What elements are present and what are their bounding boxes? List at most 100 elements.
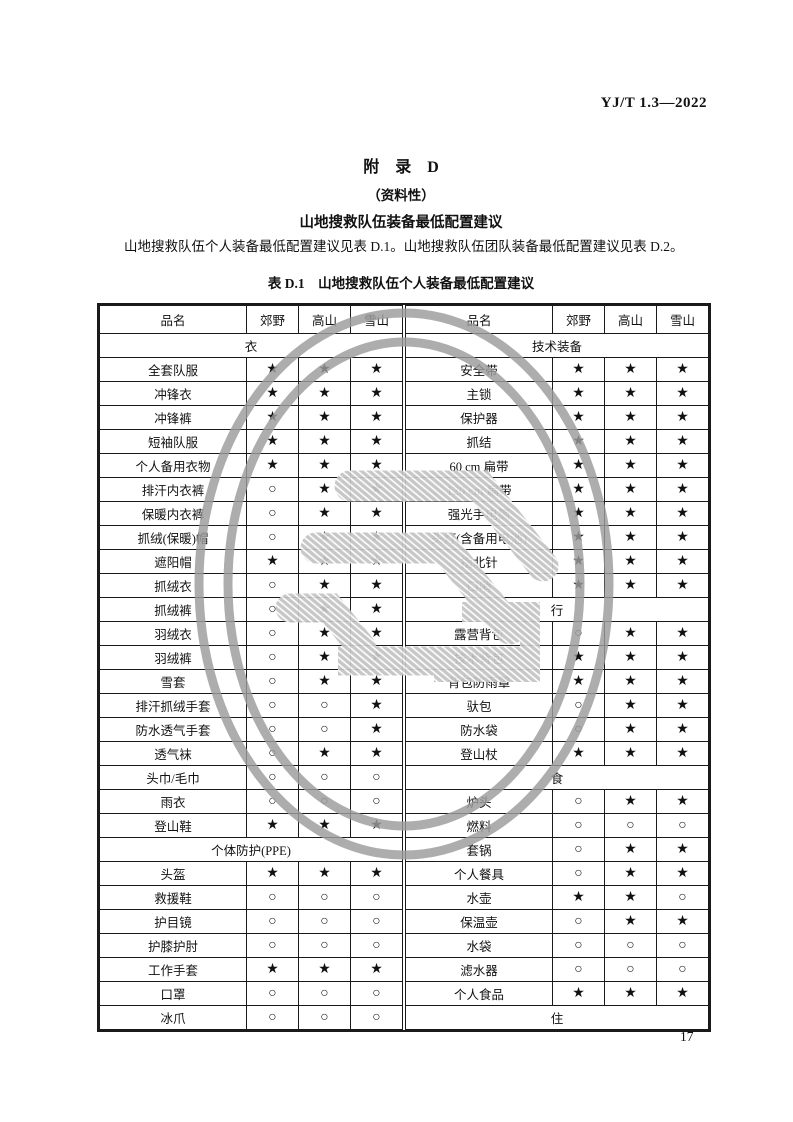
required-mark: ★ xyxy=(604,861,657,886)
intro-paragraph: 山地搜救队伍个人装备最低配置建议见表 D.1。山地搜救队伍团队装备最低配置建议见… xyxy=(124,239,684,254)
section-label: 行 xyxy=(405,597,709,622)
col-header-terrain: 郊野 xyxy=(246,305,299,334)
section-label: 食 xyxy=(405,765,709,790)
required-mark: ★ xyxy=(298,669,351,694)
required-mark: ★ xyxy=(350,381,403,406)
section-row: 技术装备 xyxy=(405,333,709,358)
table-row: 雨衣 ○ ○ ○ xyxy=(99,789,403,814)
equipment-table-right: 品名 郊野 高山 雪山 技术装备 安全带 ★ ★ ★ 主锁 ★ ★ ★ 保护器 ★ ★ ★ 抓结 ★ ★ ★ 60 cm … xyxy=(405,305,709,1030)
optional-mark: ○ xyxy=(350,1005,403,1030)
item-name: 个人食品 xyxy=(405,981,553,1006)
optional-mark: ○ xyxy=(246,669,299,694)
table-row: 冲锋衣 ★ ★ ★ xyxy=(99,381,403,406)
item-name: 护目镜 xyxy=(99,909,247,934)
required-mark: ★ xyxy=(298,957,351,982)
optional-mark: ○ xyxy=(656,957,709,982)
table-row: 短袖队服 ★ ★ ★ xyxy=(99,429,403,454)
required-mark: ★ xyxy=(656,693,709,718)
optional-mark: ○ xyxy=(246,765,299,790)
col-header-item-name: 品名 xyxy=(99,305,247,334)
table-row: 排汗抓绒手套 ○ ○ ★ xyxy=(99,693,403,718)
optional-mark: ○ xyxy=(552,861,605,886)
required-mark: ★ xyxy=(604,909,657,934)
col-header-terrain: 雪山 xyxy=(350,305,403,334)
equipment-table-left: 品名 郊野 高山 雪山衣全套队服 ★ ★ ★ 冲锋衣 ★ ★ ★ 冲锋裤 ★ ★ ★ 短袖队服 ★ ★ ★ 个人备用衣… xyxy=(99,305,403,1030)
table-row: 抓结 ★ ★ ★ xyxy=(405,429,709,454)
required-mark: ★ xyxy=(656,789,709,814)
required-mark: ★ xyxy=(656,525,709,550)
required-mark: ★ xyxy=(656,669,709,694)
item-name: 个人备用衣物 xyxy=(99,453,247,478)
required-mark: ★ xyxy=(350,813,403,838)
table-row: 个人备用衣物 ★ ★ ★ xyxy=(99,453,403,478)
required-mark: ★ xyxy=(604,789,657,814)
optional-mark: ○ xyxy=(656,813,709,838)
table-row: 登山杖 ★ ★ ★ xyxy=(405,741,709,766)
optional-mark: ○ xyxy=(246,909,299,934)
required-mark: ★ xyxy=(350,861,403,886)
section-label: 个体防护(PPE) xyxy=(99,837,403,862)
table-row: 安全带 ★ ★ ★ xyxy=(405,357,709,382)
table-row: 冲锋裤 ★ ★ ★ xyxy=(99,405,403,430)
table-row: 工作手套 ★ ★ ★ xyxy=(99,957,403,982)
table-row: 保护器 ★ ★ ★ xyxy=(405,405,709,430)
item-name: 安全带 xyxy=(405,357,553,382)
item-name: 排汗内衣裤 xyxy=(99,477,247,502)
section-row: 食 xyxy=(405,765,709,790)
optional-mark: ○ xyxy=(246,693,299,718)
required-mark: ★ xyxy=(656,477,709,502)
item-name: 羽绒裤 xyxy=(99,645,247,670)
col-header-item-name: 品名 xyxy=(405,305,553,334)
required-mark: ★ xyxy=(552,357,605,382)
table-caption: 表 D.1 山地搜救队伍个人装备最低配置建议 xyxy=(267,276,535,291)
required-mark: ★ xyxy=(350,597,403,622)
required-mark: ★ xyxy=(246,957,299,982)
table-row: 雪套 ○ ★ ★ xyxy=(99,669,403,694)
table-row: 燃料 ○ ○ ○ xyxy=(405,813,709,838)
item-name: 保护器 xyxy=(405,405,553,430)
optional-mark: ○ xyxy=(552,933,605,958)
required-mark: ★ xyxy=(604,381,657,406)
table-row: 冰爪 ○ ○ ○ xyxy=(99,1005,403,1030)
optional-mark: ○ xyxy=(350,933,403,958)
table-row: 羽绒裤 ○ ★ ★ xyxy=(99,645,403,670)
optional-mark: ○ xyxy=(552,717,605,742)
item-name: 救援鞋 xyxy=(99,885,247,910)
item-name: 滤水器 xyxy=(405,957,553,982)
equipment-subtable: 品名 郊野 高山 雪山衣全套队服 ★ ★ ★ 冲锋衣 ★ ★ ★ 冲锋裤 ★ ★ ★ 短袖队服 ★ ★ ★ 个人备用衣… xyxy=(99,305,403,1030)
standard-number: YJ/T 1.3—2022 xyxy=(600,95,707,111)
item-name: 透气袜 xyxy=(99,741,247,766)
required-mark: ★ xyxy=(604,885,657,910)
table-row: 水袋 ○ ○ ○ xyxy=(405,933,709,958)
table-row: 羽绒衣 ○ ★ ★ xyxy=(99,621,403,646)
col-header-terrain: 雪山 xyxy=(656,305,709,334)
optional-mark: ○ xyxy=(552,957,605,982)
optional-mark: ○ xyxy=(298,765,351,790)
table-row: 护目镜 ○ ○ ○ xyxy=(99,909,403,934)
required-mark: ★ xyxy=(246,549,299,574)
required-mark: ★ xyxy=(298,405,351,430)
optional-mark: ○ xyxy=(298,693,351,718)
required-mark: ★ xyxy=(656,381,709,406)
optional-mark: ○ xyxy=(552,789,605,814)
required-mark: ★ xyxy=(350,405,403,430)
required-mark: ★ xyxy=(246,429,299,454)
required-mark: ★ xyxy=(656,501,709,526)
required-mark: ★ xyxy=(604,693,657,718)
required-mark: ★ xyxy=(604,405,657,430)
required-mark: ★ xyxy=(350,645,403,670)
required-mark: ★ xyxy=(656,453,709,478)
required-mark: ★ xyxy=(604,525,657,550)
header-row: 品名 郊野 高山 雪山 xyxy=(405,305,709,334)
required-mark: ★ xyxy=(350,693,403,718)
item-name: 燃料 xyxy=(405,813,553,838)
required-mark: ★ xyxy=(656,837,709,862)
optional-mark: ○ xyxy=(298,1005,351,1030)
required-mark: ★ xyxy=(350,573,403,598)
section-row: 行 xyxy=(405,597,709,622)
item-name: 个人餐具 xyxy=(405,861,553,886)
optional-mark: ○ xyxy=(298,909,351,934)
appendix-title: 附 录 D xyxy=(363,159,439,176)
item-name: 短袖队服 xyxy=(99,429,247,454)
table-row: 抓绒(保暖)帽 ○ ★ ★ xyxy=(99,525,403,550)
